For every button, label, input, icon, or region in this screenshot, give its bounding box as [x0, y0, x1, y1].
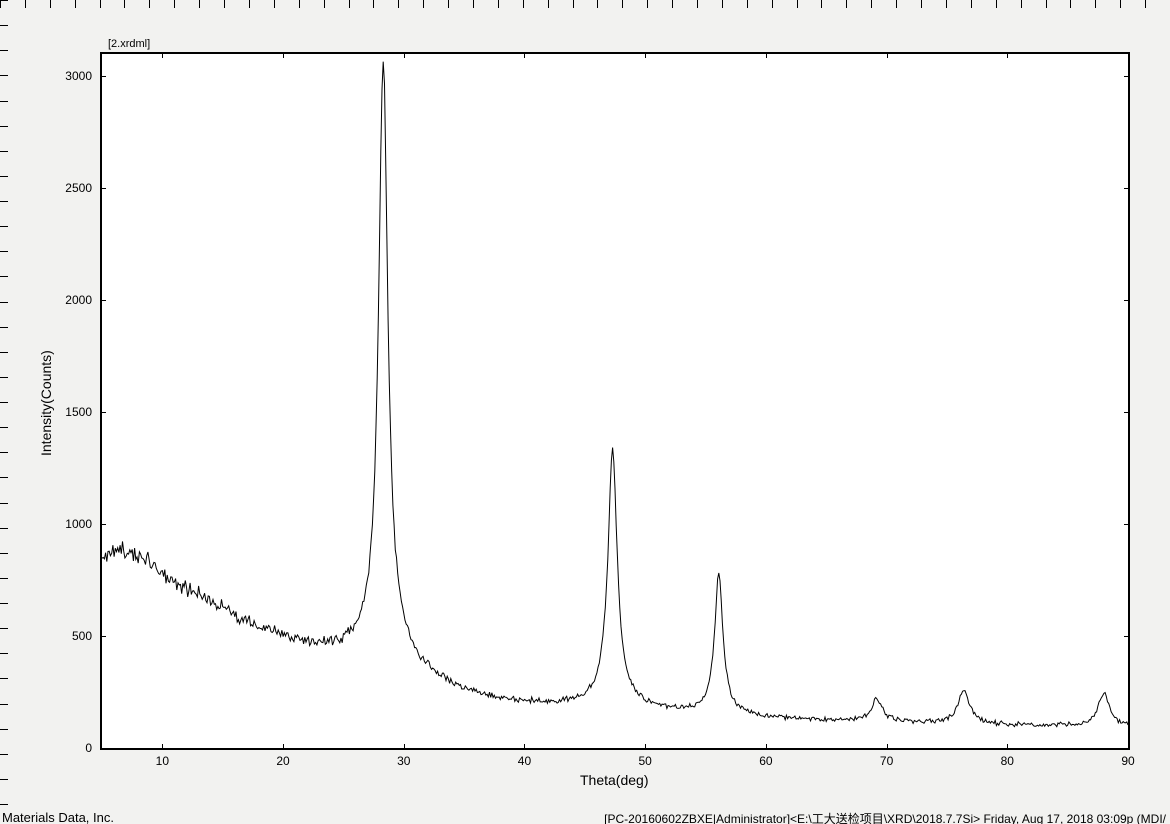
xrd-trace — [102, 54, 1128, 748]
file-label: [2.xrdml] — [108, 38, 150, 50]
x-axis-label: Theta(deg) — [580, 772, 648, 788]
footer-left-text: Materials Data, Inc. — [2, 810, 114, 824]
top-ruler — [0, 0, 1170, 10]
page-root: { "outer": { "width": 1170, "height": 82… — [0, 0, 1170, 824]
footer-right-text: [PC-20160602ZBXE|Administrator]<E:\工大送检项… — [604, 810, 1166, 824]
left-ruler — [0, 0, 10, 804]
y-axis-label: Intensity(Counts) — [38, 350, 54, 456]
xrd-plot-frame — [100, 52, 1130, 750]
